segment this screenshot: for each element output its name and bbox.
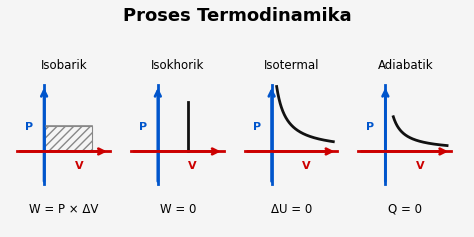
Text: P: P: [139, 123, 147, 132]
Text: Isokhorik: Isokhorik: [151, 59, 204, 72]
Text: Adiabatik: Adiabatik: [377, 59, 433, 72]
Text: Isobarik: Isobarik: [41, 59, 87, 72]
Text: P: P: [25, 123, 33, 132]
Text: P: P: [366, 123, 374, 132]
Bar: [44, 126, 92, 151]
Text: V: V: [74, 161, 83, 171]
Text: W = P × ΔV: W = P × ΔV: [29, 203, 99, 216]
Text: P: P: [253, 123, 261, 132]
Text: Isotermal: Isotermal: [264, 59, 319, 72]
Text: Q = 0: Q = 0: [388, 203, 422, 216]
Text: Proses Termodinamika: Proses Termodinamika: [123, 7, 351, 25]
Text: V: V: [188, 161, 197, 171]
Text: ΔU = 0: ΔU = 0: [271, 203, 312, 216]
Text: W = 0: W = 0: [160, 203, 196, 216]
Text: V: V: [302, 161, 311, 171]
Text: V: V: [416, 161, 425, 171]
